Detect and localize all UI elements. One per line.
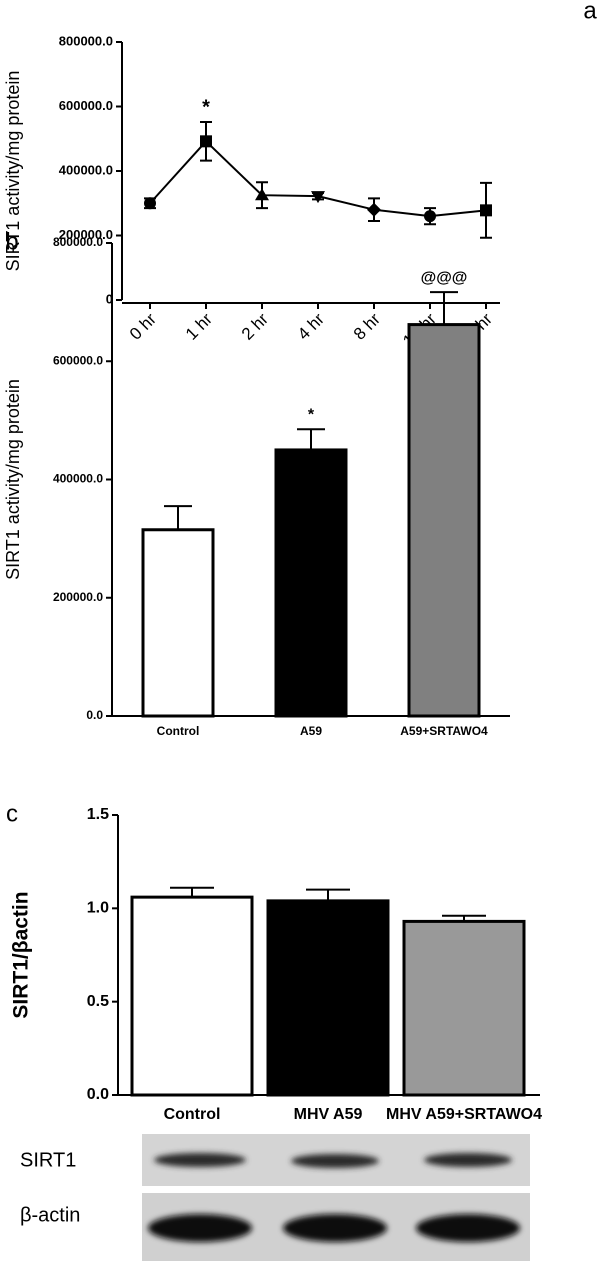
panel-label: c [6,800,18,827]
bar [407,323,481,718]
blot-band [148,1214,252,1242]
x-tick-label: 4 hr [294,309,328,343]
x-tick-label: Control [164,1106,221,1123]
line [149,139,487,218]
error-bar [297,428,325,450]
marker [255,188,269,201]
x-tick-label: A59+SRTAWO4 [400,724,488,738]
y-tick-label: 400000.0 [53,472,103,486]
x-tick-label: A59 [300,724,322,738]
y-tick-label: 800000.0 [59,33,113,48]
blot-label: β-actin [20,1204,80,1226]
blot-band [154,1153,246,1167]
error-bar [306,888,350,901]
blot-band [291,1154,379,1168]
y-tick-label: 0.0 [87,1086,109,1103]
y-tick-label: 200000.0 [59,227,113,242]
marker [480,204,492,217]
marker [200,135,212,148]
y-tick-label: 800000.0 [53,235,103,249]
y-axis-label: SIRT1 activity/mg protein [3,71,23,272]
blot-label: SIRT1 [20,1149,76,1171]
blot-band [283,1214,387,1242]
y-tick-label: 200000.0 [53,590,103,604]
annotation: @@@ [421,269,468,286]
y-tick-label: 0 [106,291,113,306]
blot-band [416,1214,520,1242]
x-tick-label: 0 hr [126,309,160,343]
bar [141,528,215,718]
bar [130,895,254,1097]
bar [402,919,526,1097]
y-tick-label: 0.0 [86,708,103,722]
annotation: * [308,406,315,423]
error-bar [164,505,192,530]
y-tick-label: 0.5 [87,993,109,1010]
marker [367,202,381,217]
y-tick-label: 1.5 [87,806,109,823]
blot-band [424,1153,512,1167]
marker [311,191,325,204]
error-bar [170,886,214,898]
x-tick-label: MHV A59 [294,1106,363,1123]
x-tick-label: 8 hr [350,309,384,343]
y-tick-label: 1.0 [87,900,109,917]
panel-label: b [5,228,18,255]
error-bar [430,291,458,325]
annotation: * [202,96,210,118]
bar [274,448,348,718]
y-tick-label: 400000.0 [59,162,113,177]
bar [266,899,390,1097]
x-tick-label: 2 hr [238,309,272,343]
x-tick-label: Control [157,724,200,738]
x-tick-label: MHV A59+SRTAWO4 [386,1106,542,1123]
marker [144,197,156,210]
x-tick-label: 1 hr [182,309,216,343]
marker [424,210,436,223]
y-axis-label: SIRT1 activity/mg protein [3,379,23,580]
panel-label: a [583,0,597,24]
y-tick-label: 600000.0 [53,353,103,367]
y-tick-label: 600000.0 [59,98,113,113]
y-axis-label: SIRT1/βactin [10,891,33,1018]
